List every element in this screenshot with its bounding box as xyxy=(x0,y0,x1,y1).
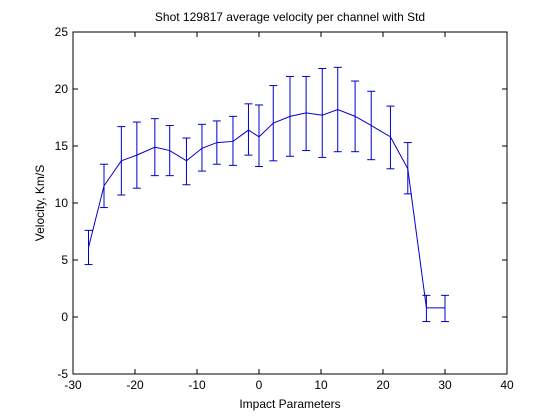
y-tick-label: 10 xyxy=(55,196,69,210)
y-tick-label: 20 xyxy=(55,82,69,96)
x-tick-label: -30 xyxy=(64,378,82,392)
chart-title: Shot 129817 average velocity per channel… xyxy=(155,10,425,24)
error-bar xyxy=(302,75,311,152)
x-tick-label: 0 xyxy=(256,378,263,392)
y-tick-label: 5 xyxy=(61,253,68,267)
series-layer xyxy=(84,66,449,323)
error-bar xyxy=(255,104,263,168)
series-line xyxy=(88,108,445,309)
y-tick-label: 15 xyxy=(55,139,69,153)
y-tick-label: 25 xyxy=(55,25,69,39)
y-axis-label: Velocity, Km/S xyxy=(33,165,47,241)
x-tick-label: 20 xyxy=(376,378,390,392)
x-tick-label: -10 xyxy=(188,378,206,392)
x-tick-label: -20 xyxy=(126,378,144,392)
x-tick-label: 30 xyxy=(438,378,452,392)
y-tick-label: 0 xyxy=(61,310,68,324)
x-tick-label: 40 xyxy=(500,378,514,392)
error-bar xyxy=(318,67,327,158)
error-bar xyxy=(422,294,431,323)
y-tick-label: -5 xyxy=(57,367,68,381)
x-tick-label: 10 xyxy=(314,378,328,392)
axes-layer: -30 -20 -10 0 10 20 30 40 -5 0 5 10 15 20 25 xyxy=(55,25,514,392)
error-bar xyxy=(441,294,449,323)
x-axis-label: Impact Parameters xyxy=(239,397,340,411)
error-bar xyxy=(197,123,206,172)
